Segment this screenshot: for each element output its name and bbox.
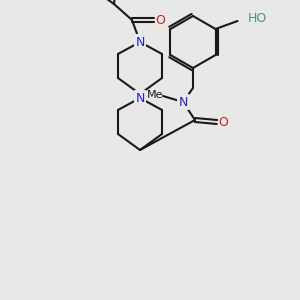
Text: O: O xyxy=(155,14,165,26)
Text: N: N xyxy=(135,92,145,104)
Text: N: N xyxy=(178,95,188,109)
Text: N: N xyxy=(135,35,145,49)
Text: O: O xyxy=(218,116,228,128)
Text: Me: Me xyxy=(147,90,163,100)
Text: HO: HO xyxy=(248,13,267,26)
